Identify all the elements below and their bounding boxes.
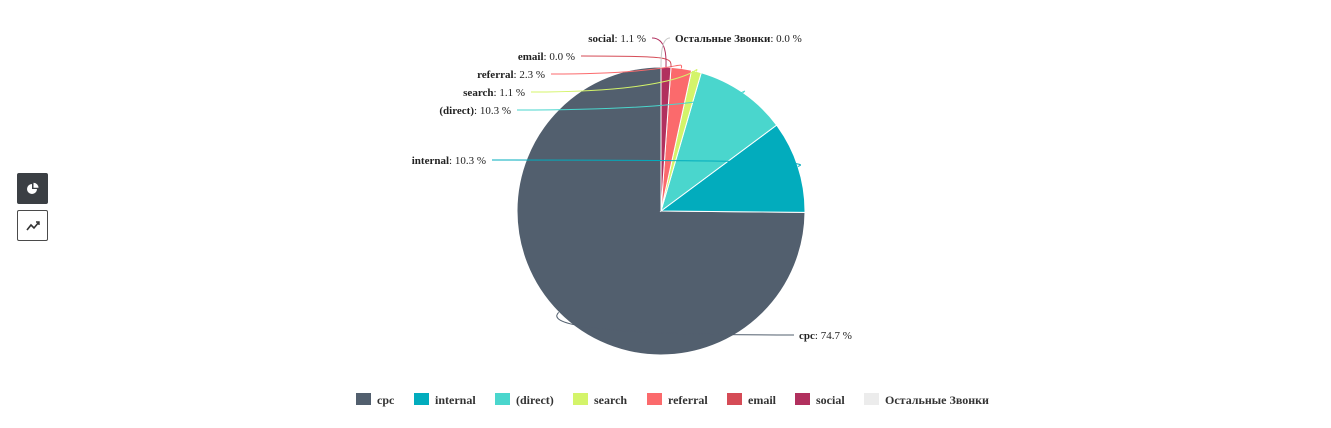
legend-label: referral	[668, 393, 708, 407]
legend-label: Остальные Звонки	[885, 393, 989, 407]
legend-item-email[interactable]: email	[727, 393, 777, 407]
legend-swatch	[647, 393, 662, 405]
data-label-остальные-звонки: Остальные Звонки: 0.0 %	[675, 33, 802, 45]
legend-swatch	[573, 393, 588, 405]
legend-swatch	[495, 393, 510, 405]
legend-item-direct[interactable]: (direct)	[495, 393, 554, 407]
connector-email	[580, 55, 672, 68]
connector-internal	[491, 159, 802, 167]
legend-item-referral[interactable]: referral	[647, 393, 708, 407]
legend-item-internal[interactable]: internal	[414, 393, 476, 407]
legend-swatch	[356, 393, 371, 405]
legend-swatch	[864, 393, 879, 405]
pie-chart-icon	[26, 182, 38, 194]
legend-item-остальные-звонки[interactable]: Остальные Звонки	[864, 393, 989, 407]
legend-item-cpc[interactable]: cpc	[356, 393, 395, 407]
connector-остальные-звонки	[660, 37, 671, 68]
legend-label: search	[594, 393, 627, 407]
data-label-internal: internal: 10.3 %	[412, 155, 486, 167]
line-chart-icon	[25, 220, 40, 230]
legend-item-social[interactable]: social	[795, 393, 845, 407]
legend-item-search[interactable]: search	[573, 393, 627, 407]
pie-view-button[interactable]	[17, 173, 48, 204]
pie-slice-cpc[interactable]	[516, 66, 806, 356]
line-view-button[interactable]	[17, 210, 48, 241]
legend-swatch	[414, 393, 429, 405]
connector-social	[651, 37, 667, 68]
legend-swatch	[727, 393, 742, 405]
data-label-cpc: cpc: 74.7 %	[799, 330, 852, 342]
data-label-social: social: 1.1 %	[588, 33, 646, 45]
connector-search	[530, 69, 698, 93]
legend-label: internal	[435, 393, 476, 407]
legend-label: social	[816, 393, 845, 407]
connector-cpc	[556, 311, 795, 336]
data-label-direct: (direct): 10.3 %	[439, 105, 511, 117]
data-label-referral: referral: 2.3 %	[477, 69, 545, 81]
legend-swatch	[795, 393, 810, 405]
legend-label: (direct)	[516, 393, 554, 407]
legend-label: cpc	[377, 393, 395, 407]
data-label-search: search: 1.1 %	[463, 87, 525, 99]
connector-direct	[516, 90, 746, 111]
data-label-email: email: 0.0 %	[518, 51, 575, 63]
connector-referral	[550, 64, 683, 75]
legend-label: email	[748, 393, 777, 407]
